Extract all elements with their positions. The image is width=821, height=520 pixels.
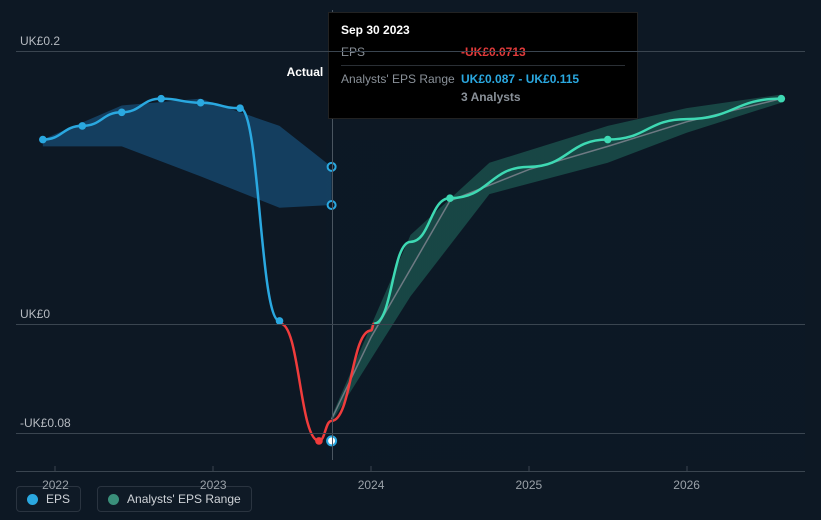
x-axis-tick-label: 2023 xyxy=(200,478,227,492)
x-axis-tick-label: 2026 xyxy=(673,478,700,492)
x-axis-tick-mark xyxy=(371,466,372,472)
tooltip-eps-value: -UK£0.0713 xyxy=(461,45,526,59)
legend-swatch-eps xyxy=(27,494,38,505)
y-axis-label: -UK£0.08 xyxy=(20,416,71,430)
x-axis-tick-mark xyxy=(686,466,687,472)
tooltip-range-value: UK£0.087 - UK£0.115 xyxy=(461,72,579,86)
x-axis-tick-label: 2022 xyxy=(42,478,69,492)
tooltip-range-label: Analysts' EPS Range xyxy=(341,72,461,86)
legend-swatch-range xyxy=(108,494,119,505)
y-axis-label: UK£0.2 xyxy=(20,34,60,48)
eps-chart: Actual Analysts Forecasts Sep 30 2023 EP… xyxy=(0,0,821,520)
x-axis-tick-mark xyxy=(528,466,529,472)
tooltip-analysts-count: 3 Analysts xyxy=(461,90,521,104)
legend-label-eps: EPS xyxy=(46,492,70,506)
y-axis-label: UK£0 xyxy=(20,307,50,321)
x-axis-tick-mark xyxy=(55,466,56,472)
x-axis-tick-label: 2025 xyxy=(515,478,542,492)
legend-item-range[interactable]: Analysts' EPS Range xyxy=(97,486,252,512)
legend-label-range: Analysts' EPS Range xyxy=(127,492,241,506)
actual-section-label: Actual xyxy=(287,65,324,79)
y-gridline xyxy=(16,433,805,434)
y-gridline xyxy=(16,51,805,52)
y-gridline xyxy=(16,324,805,325)
tooltip-date: Sep 30 2023 xyxy=(341,23,625,37)
x-axis-tick-label: 2024 xyxy=(358,478,385,492)
x-axis-tick-mark xyxy=(213,466,214,472)
tooltip-eps-label: EPS xyxy=(341,45,461,59)
hover-tooltip: Sep 30 2023 EPS -UK£0.0713 Analysts' EPS… xyxy=(328,12,638,119)
